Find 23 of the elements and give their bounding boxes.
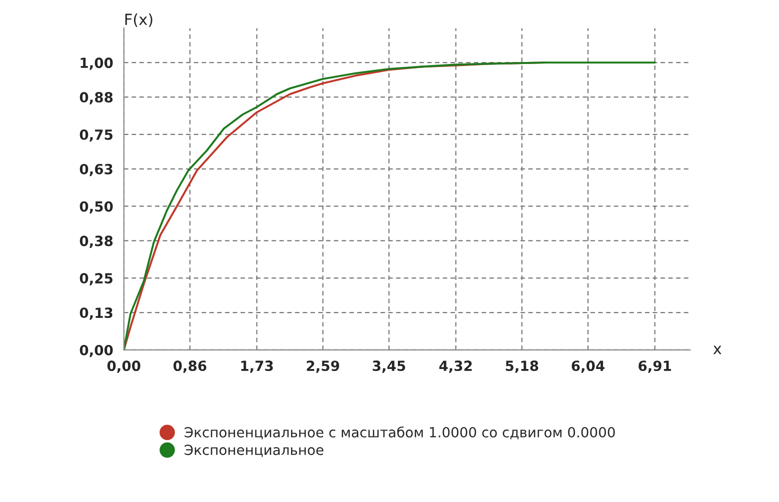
- y-tick-label: 0,25: [80, 273, 112, 286]
- legend-label: Экспоненциальное с масштабом 1.0000 со сдвигом 0.0000: [184, 426, 615, 440]
- line-series: [124, 62, 656, 350]
- x-tick-label: 0,00: [107, 360, 140, 373]
- x-tick-label: 2,59: [306, 360, 340, 373]
- x-tick-label: 3,45: [372, 360, 406, 373]
- legend-label: Экспоненциальное: [184, 444, 324, 457]
- x-tick-label: 6,04: [572, 360, 604, 373]
- y-tick-label: 0,88: [80, 92, 113, 104]
- x-axis-title: x: [713, 346, 722, 354]
- y-tick-label: 0,00: [80, 344, 113, 358]
- y-axis-title: F(x): [125, 13, 152, 27]
- x-tick-label: 4,32: [439, 360, 472, 373]
- y-tick-label: 0,38: [80, 236, 113, 248]
- y-tick-label: 0,75: [80, 129, 112, 142]
- x-tick-label: 0,86: [173, 360, 206, 373]
- y-tick-label: 1,00: [80, 58, 113, 70]
- y-tick-label: 0,63: [80, 164, 112, 176]
- x-tick-label: 6,91: [638, 360, 672, 373]
- x-tick-label: 5,18: [506, 360, 538, 373]
- y-tick-label: 0,50: [80, 201, 113, 214]
- y-tick-label: 0,13: [80, 308, 112, 320]
- x-tick-label: 1,73: [241, 360, 273, 373]
